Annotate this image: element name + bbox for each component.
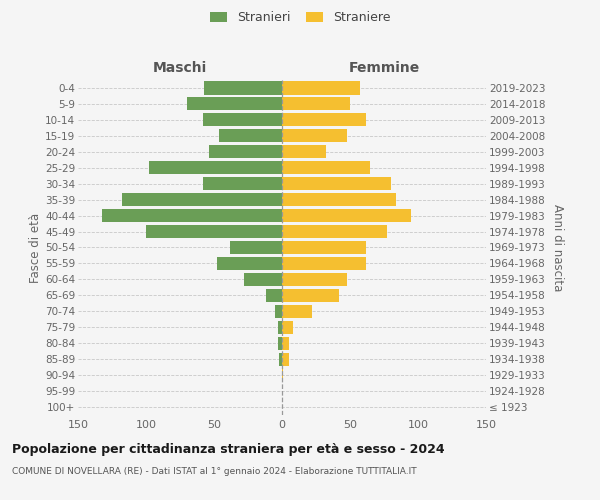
Bar <box>282 336 289 350</box>
Bar <box>266 289 282 302</box>
Bar <box>146 225 282 238</box>
Bar <box>282 177 391 190</box>
Bar <box>282 257 367 270</box>
Text: Popolazione per cittadinanza straniera per età e sesso - 2024: Popolazione per cittadinanza straniera p… <box>12 442 445 456</box>
Bar <box>122 193 282 206</box>
Bar <box>282 130 347 142</box>
Bar <box>279 352 282 366</box>
Bar <box>282 209 411 222</box>
Y-axis label: Fasce di età: Fasce di età <box>29 212 42 282</box>
Bar <box>217 257 282 270</box>
Legend: Stranieri, Straniere: Stranieri, Straniere <box>209 11 391 24</box>
Bar <box>282 145 326 158</box>
Bar <box>275 305 282 318</box>
Bar <box>282 225 387 238</box>
Bar <box>149 161 282 174</box>
Y-axis label: Anni di nascita: Anni di nascita <box>551 204 564 291</box>
Text: COMUNE DI NOVELLARA (RE) - Dati ISTAT al 1° gennaio 2024 - Elaborazione TUTTITAL: COMUNE DI NOVELLARA (RE) - Dati ISTAT al… <box>12 468 416 476</box>
Bar <box>282 273 347 286</box>
Bar <box>282 161 370 174</box>
Bar <box>209 145 282 158</box>
Bar <box>282 98 350 110</box>
Bar <box>220 130 282 142</box>
Bar <box>203 177 282 190</box>
Bar <box>205 82 282 94</box>
Bar <box>282 305 312 318</box>
Bar <box>244 273 282 286</box>
Text: Maschi: Maschi <box>153 61 207 75</box>
Bar <box>282 289 339 302</box>
Bar <box>278 320 282 334</box>
Bar <box>282 241 367 254</box>
Bar <box>278 336 282 350</box>
Bar <box>103 209 282 222</box>
Bar <box>230 241 282 254</box>
Bar <box>282 114 367 126</box>
Bar <box>282 193 396 206</box>
Bar <box>282 320 293 334</box>
Bar <box>282 352 289 366</box>
Bar <box>187 98 282 110</box>
Text: Femmine: Femmine <box>349 61 419 75</box>
Bar <box>282 368 283 382</box>
Bar <box>203 114 282 126</box>
Bar <box>282 82 359 94</box>
